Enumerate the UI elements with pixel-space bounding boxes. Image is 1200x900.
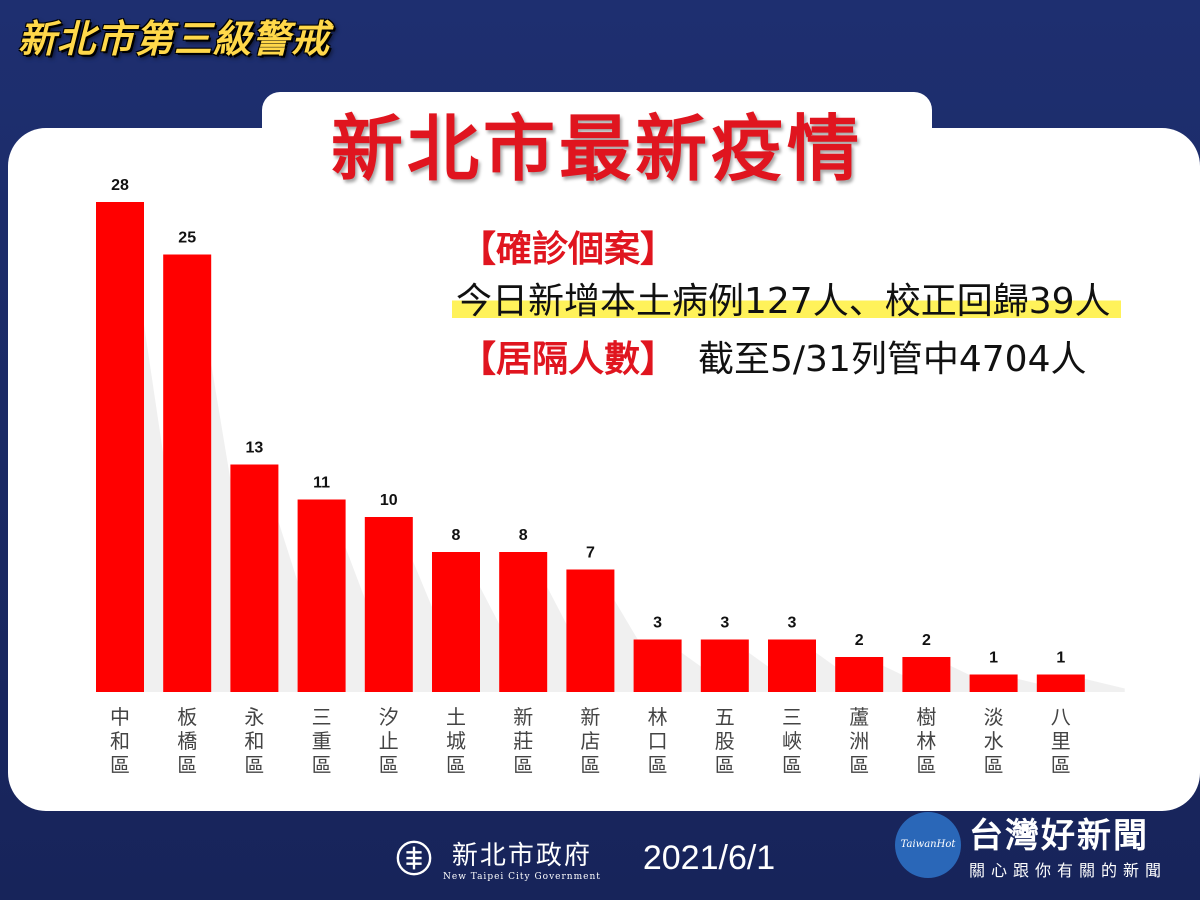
new-taipei-logo-icon — [396, 840, 432, 876]
gov-name-block: 新北市政府 New Taipei City Government — [443, 835, 601, 882]
gov-name-en: New Taipei City Government — [443, 871, 601, 882]
confirmed-label: 【確診個案】 — [460, 229, 677, 270]
watermark-slogan: 關心跟你有關的新聞 — [969, 861, 1168, 880]
confirmed-label-row: 【確診個案】 — [460, 220, 1180, 272]
watermark-name: 台灣好新聞 — [969, 816, 1149, 856]
watermark-text-block: 台灣好新聞 關心跟你有關的新聞 — [969, 808, 1167, 881]
page-title: 新北市最新疫情 — [330, 106, 863, 191]
quarantine-text: 截至5/31列管中4704人 — [698, 339, 1087, 380]
quarantine-label: 【居隔人數】 — [460, 339, 677, 380]
confirmed-text: 今日新增本土病例127人、校正回歸39人 — [452, 272, 1121, 324]
quarantine-row: 【居隔人數】 截至5/31列管中4704人 — [460, 330, 1086, 382]
watermark: TaiwanHot 台灣好新聞 關心跟你有關的新聞 — [895, 808, 1167, 881]
watermark-logo-text: TaiwanHot — [900, 839, 956, 850]
taiwanhot-logo-icon: TaiwanHot — [895, 811, 961, 878]
gov-name: 新北市政府 — [451, 840, 592, 871]
date: 2021/6/1 — [642, 838, 776, 877]
alert-level-banner: 新北市第三級警戒 — [18, 17, 331, 61]
title-box: 新北市最新疫情 — [262, 92, 932, 192]
footer: 新北市政府 New Taipei City Government 2021/6/… — [395, 830, 775, 886]
